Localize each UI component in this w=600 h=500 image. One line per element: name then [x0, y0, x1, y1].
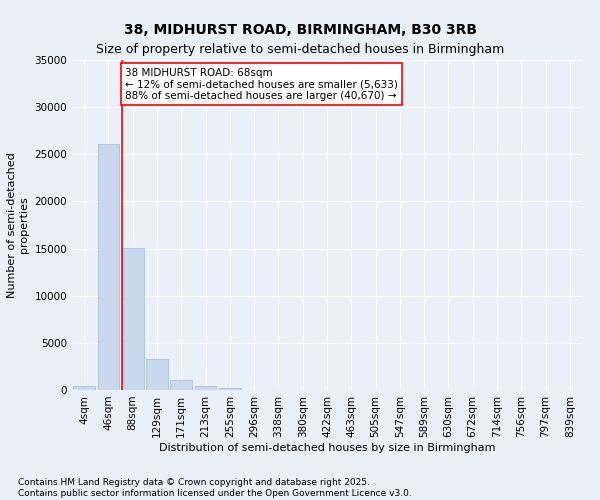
Bar: [194, 386, 217, 390]
X-axis label: Distribution of semi-detached houses by size in Birmingham: Distribution of semi-detached houses by …: [159, 442, 495, 452]
Bar: [73, 386, 95, 390]
Bar: [146, 359, 168, 390]
Text: 38, MIDHURST ROAD, BIRMINGHAM, B30 3RB: 38, MIDHURST ROAD, BIRMINGHAM, B30 3RB: [124, 22, 476, 36]
Text: Size of property relative to semi-detached houses in Birmingham: Size of property relative to semi-detach…: [96, 42, 504, 56]
Text: 38 MIDHURST ROAD: 68sqm
← 12% of semi-detached houses are smaller (5,633)
88% of: 38 MIDHURST ROAD: 68sqm ← 12% of semi-de…: [125, 68, 398, 100]
Bar: [219, 388, 241, 390]
Y-axis label: Number of semi-detached
properties: Number of semi-detached properties: [7, 152, 29, 298]
Bar: [97, 144, 119, 390]
Text: Contains HM Land Registry data © Crown copyright and database right 2025.
Contai: Contains HM Land Registry data © Crown c…: [18, 478, 412, 498]
Bar: [170, 380, 192, 390]
Bar: [122, 248, 143, 390]
